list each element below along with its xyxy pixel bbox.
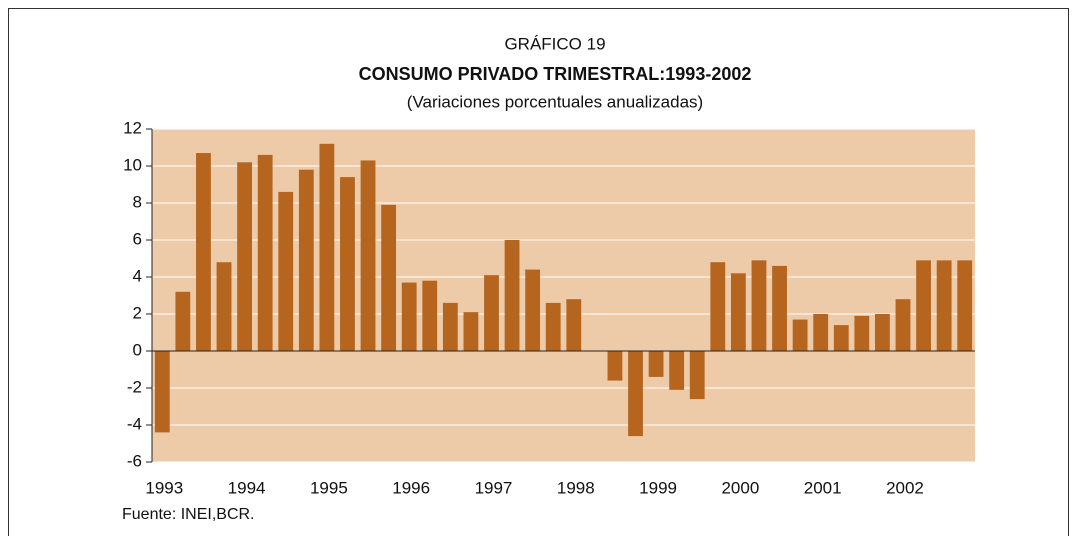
bar <box>772 265 787 351</box>
x-tick-label: 1999 <box>639 478 677 497</box>
bar <box>628 351 643 437</box>
x-tick-label: 1994 <box>228 478 266 497</box>
bar <box>278 191 294 351</box>
y-tick-label: 0 <box>133 340 142 359</box>
bar <box>895 299 911 351</box>
bar <box>257 154 273 351</box>
bar <box>813 314 829 351</box>
bar <box>648 351 664 377</box>
source-note: Fuente: INEI,BCR. <box>122 506 255 523</box>
y-tick-label: -6 <box>127 451 142 470</box>
bar <box>422 280 438 351</box>
bar <box>196 153 211 351</box>
bar <box>566 299 582 351</box>
x-tick-label: 1997 <box>475 478 513 497</box>
y-tick-label: 4 <box>133 266 142 285</box>
bar <box>916 260 931 351</box>
bar <box>237 162 252 351</box>
bar <box>751 260 767 351</box>
bar <box>216 262 232 351</box>
chart-pretitle: GRÁFICO 19 <box>504 34 605 53</box>
bar <box>833 325 849 351</box>
bar <box>175 291 191 351</box>
bar <box>360 160 376 351</box>
bar <box>689 351 705 400</box>
bar <box>442 302 458 351</box>
x-tick-label: 2002 <box>886 478 924 497</box>
x-tick-label: 1995 <box>310 478 348 497</box>
y-tick-label: 6 <box>133 229 142 248</box>
bar <box>401 282 417 351</box>
bar <box>298 169 314 351</box>
bar <box>854 315 870 351</box>
x-tick-label: 2001 <box>804 478 842 497</box>
bar <box>936 260 952 351</box>
bar <box>525 269 541 351</box>
bar <box>607 351 623 381</box>
bar <box>710 262 726 351</box>
bar <box>792 319 808 351</box>
chart-title: CONSUMO PRIVADO TRIMESTRAL:1993-2002 <box>359 64 752 84</box>
y-tick-label: 12 <box>123 118 142 137</box>
bar <box>463 312 479 351</box>
bar <box>154 351 170 433</box>
x-tick-label: 1993 <box>145 478 183 497</box>
bar <box>504 240 520 351</box>
plot-area <box>152 129 975 462</box>
bar <box>340 177 355 351</box>
chart-subtitle: (Variaciones porcentuales anualizadas) <box>407 92 703 111</box>
frame <box>8 8 1069 536</box>
bar <box>957 260 973 351</box>
x-tick-label: 1998 <box>557 478 595 497</box>
bar <box>669 351 685 390</box>
y-tick-label: -4 <box>127 414 142 433</box>
bar <box>730 273 746 351</box>
bar <box>319 143 335 351</box>
bar <box>875 314 890 351</box>
y-tick-label: 8 <box>133 192 142 211</box>
bar <box>381 204 397 351</box>
bar <box>545 302 561 351</box>
bar <box>484 275 499 351</box>
x-tick-label: 2000 <box>721 478 759 497</box>
x-tick-label: 1996 <box>392 478 430 497</box>
y-tick-label: -2 <box>127 377 142 396</box>
y-tick-label: 2 <box>133 303 142 322</box>
y-tick-label: 10 <box>123 155 142 174</box>
